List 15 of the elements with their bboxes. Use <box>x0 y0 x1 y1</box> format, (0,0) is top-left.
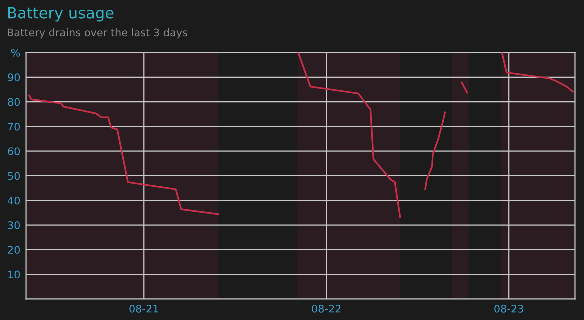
x-tick-label: 08-21 <box>130 304 158 313</box>
y-tick-label: 80 <box>8 98 20 106</box>
chart-title: Battery usage <box>8 7 114 22</box>
y-tick-label: 70 <box>8 122 20 131</box>
y-tick-label: 10 <box>8 270 20 279</box>
chart-subtitle: Battery drains over the last 3 days <box>8 28 188 39</box>
x-tick-label: 08-23 <box>494 304 524 313</box>
y-tick-label: 90 <box>8 74 20 82</box>
y-tick-label: 30 <box>8 222 20 230</box>
y-tick-label: 50 <box>8 172 20 180</box>
y-tick-label: 40 <box>8 196 20 205</box>
y-tick-label: 20 <box>8 246 20 254</box>
y-tick-label: % <box>11 49 20 57</box>
y-tick-label: 60 <box>8 148 20 156</box>
x-tick-label: 08-22 <box>312 304 341 313</box>
